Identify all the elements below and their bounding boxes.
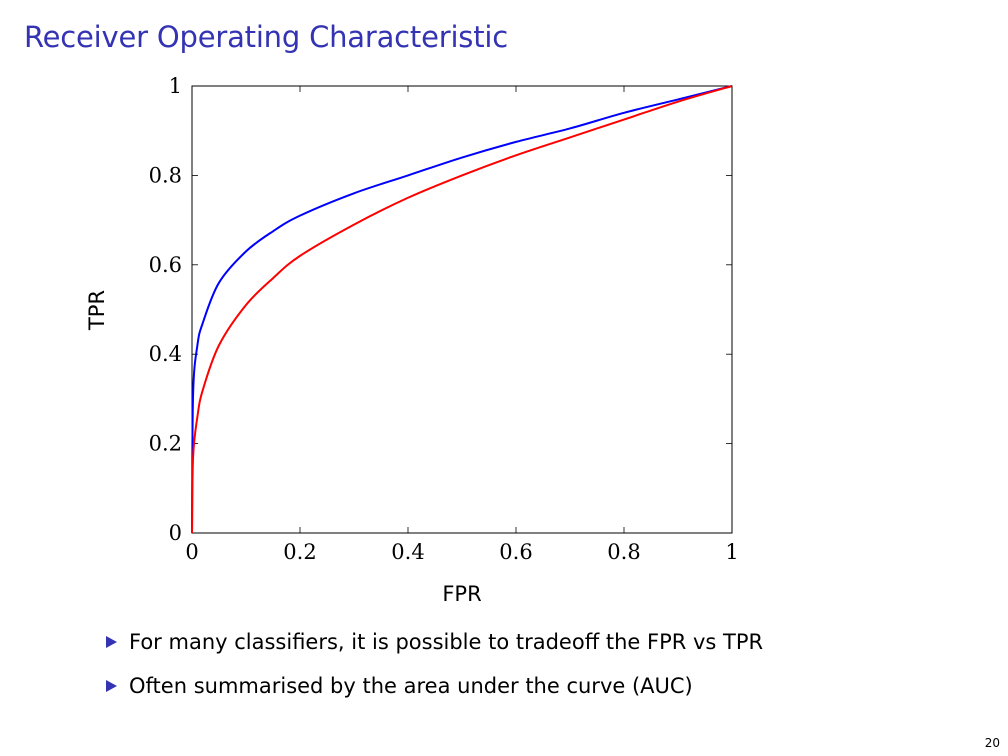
y-tick-label: 0.6 (149, 253, 182, 277)
x-tick-label: 1 (725, 540, 738, 564)
bullet-text: Often summarised by the area under the c… (129, 674, 693, 698)
x-tick-label: 0 (185, 540, 198, 564)
plot-frame (191, 85, 733, 534)
roc-curve-series-2 (191, 85, 733, 534)
y-tick-label: 0.4 (149, 342, 182, 366)
y-tick-label: 0 (169, 521, 182, 545)
x-tick-label: 0.8 (607, 540, 640, 564)
y-axis-label: TPR (85, 290, 109, 331)
x-tick-label: 0.6 (499, 540, 532, 564)
bullet-item: Often summarised by the area under the c… (106, 664, 763, 708)
y-tick-label: 0.2 (149, 432, 182, 456)
x-tick-label: 0.4 (391, 540, 424, 564)
y-tick-label: 1 (169, 74, 182, 98)
page-number: 20 (984, 736, 1000, 750)
bullet-item: For many classifiers, it is possible to … (106, 620, 763, 664)
roc-curve-series-1 (191, 85, 733, 534)
x-tick-label: 0.2 (283, 540, 316, 564)
bullet-text: For many classifiers, it is possible to … (129, 630, 764, 654)
triangle-bullet-icon (106, 636, 117, 648)
bullet-list: For many classifiers, it is possible to … (106, 620, 763, 708)
x-axis-label: FPR (442, 582, 481, 606)
roc-chart: 0 0.2 0.4 0.6 0.8 1 0 0.2 0.4 0.6 0.8 1 FPR TPR (85, 74, 739, 606)
triangle-bullet-icon (106, 680, 117, 692)
slide-title: Receiver Operating Characteristic (24, 20, 508, 54)
y-tick-label: 0.8 (149, 163, 182, 187)
